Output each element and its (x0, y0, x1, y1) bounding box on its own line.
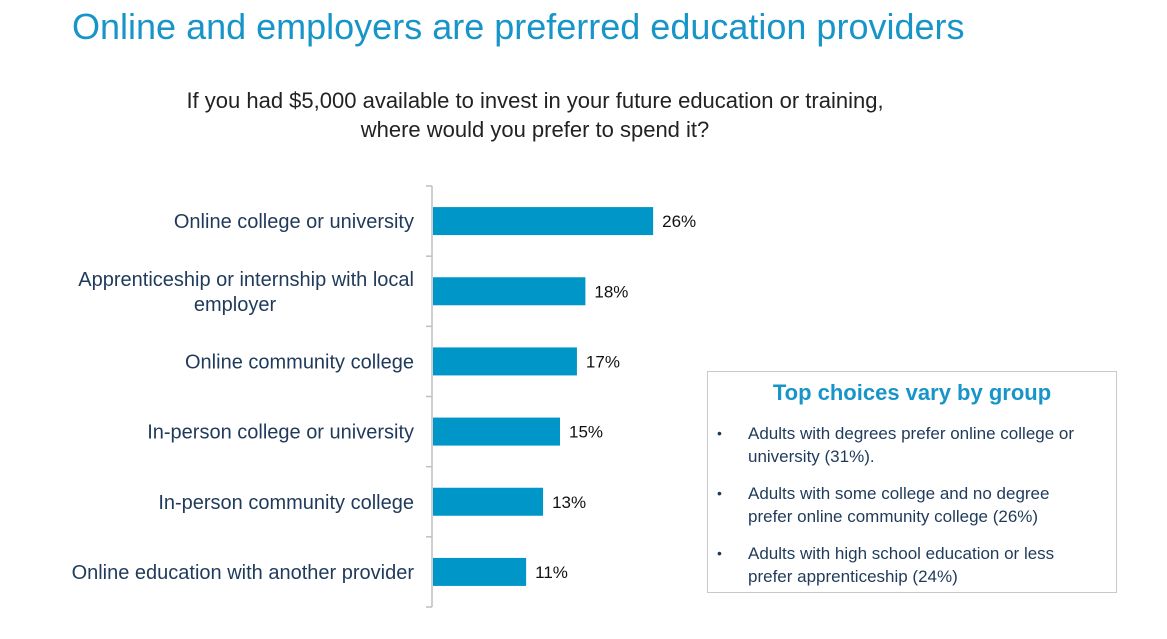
page-title: Online and employers are preferred educa… (72, 6, 965, 47)
callout-bullet-line: prefer apprenticeship (24%) (748, 567, 958, 586)
callout-bullet-line: university (31%). (748, 447, 875, 466)
category-label: Apprenticeship or internship with local e… (78, 269, 414, 316)
survey-question: If you had $5,000 available to invest in… (0, 86, 1070, 144)
callout-bullet-line: Adults with some college and no degree (748, 484, 1050, 503)
category-label-line: In-person college or university (147, 422, 414, 444)
category-label: In-person community college (158, 492, 414, 514)
bar-value-label: 15% (569, 423, 603, 442)
category-label-line: Online community college (185, 351, 414, 373)
bullet-dot-icon: • (717, 545, 722, 561)
callout-bullet-list: • Adults with degrees prefer online coll… (708, 422, 1116, 602)
bullet-dot-icon: • (717, 485, 722, 501)
category-label-line: Online education with another provider (72, 562, 415, 584)
category-label: Online college or university (174, 211, 414, 233)
bullet-dot-icon: • (717, 425, 722, 441)
bar (433, 207, 654, 236)
callout-bullet-line: Adults with high school education or les… (748, 544, 1055, 563)
bar-value-label: 26% (662, 212, 696, 231)
callout-bullet-line: Adults with degrees prefer online colleg… (748, 424, 1075, 443)
category-label-line: Apprenticeship or internship with local (78, 269, 414, 291)
callout-bullet-line: prefer online community college (26%) (748, 507, 1039, 526)
bar (433, 347, 577, 376)
bar-value-label: 13% (552, 493, 586, 512)
category-label: Online education with another provider (72, 562, 415, 584)
category-label-line: Online college or university (174, 211, 414, 233)
bar (433, 557, 527, 586)
bar-value-label: 11% (535, 563, 568, 582)
bar-value-label: 17% (586, 352, 620, 371)
callout-bullet: • Adults with degrees prefer online coll… (708, 422, 1116, 468)
bar (433, 417, 560, 446)
callout-bullet: • Adults with high school education or l… (708, 542, 1116, 588)
category-label: Online community college (185, 351, 414, 373)
category-label: In-person college or university (147, 422, 414, 444)
question-line-1: If you had $5,000 available to invest in… (186, 88, 884, 113)
category-label-line: In-person community college (158, 492, 414, 514)
bar (433, 277, 586, 306)
callout-box: Top choices vary by group • Adults with … (707, 371, 1117, 593)
callout-bullet: • Adults with some college and no degree… (708, 482, 1116, 528)
question-line-2: where would you prefer to spend it? (360, 117, 710, 142)
bar-chart: 26% Online college or university 18% Appren… (72, 185, 696, 608)
bar (433, 487, 544, 516)
category-label-line: employer (194, 294, 277, 316)
bar-value-label: 18% (594, 282, 628, 301)
callout-title: Top choices vary by group (772, 380, 1052, 405)
